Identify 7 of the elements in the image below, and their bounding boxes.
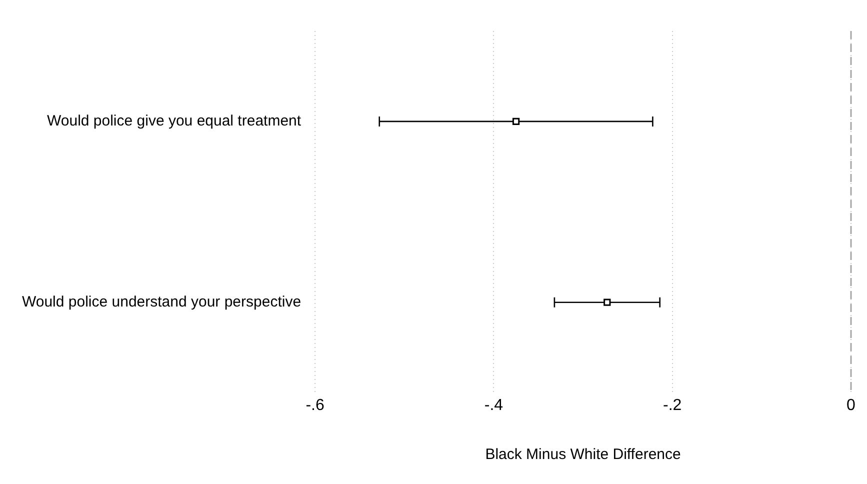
x-tick-label: 0 [846,396,856,414]
y-tick-label: Would police understand your perspective [22,293,302,310]
x-tick-label: -.2 [663,396,682,414]
x-tick-label: -.6 [306,396,324,414]
x-tick-label: -.4 [484,396,504,414]
x-axis-title: Black Minus White Difference [485,446,681,464]
y-tick-label: Would police give you equal treatment [47,112,302,130]
